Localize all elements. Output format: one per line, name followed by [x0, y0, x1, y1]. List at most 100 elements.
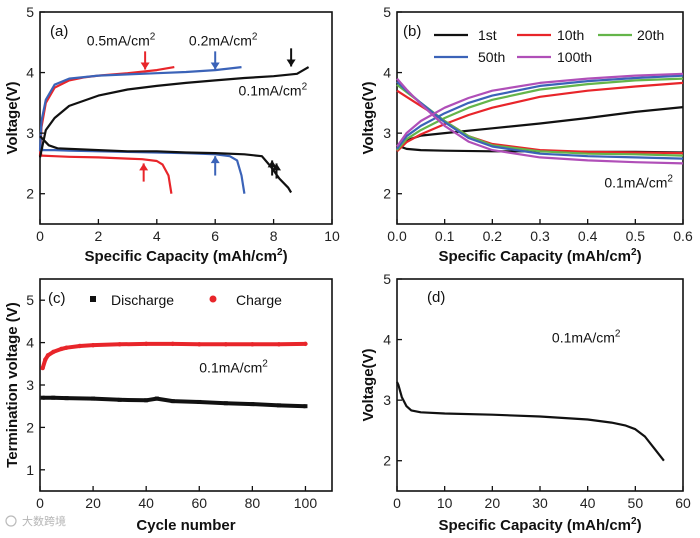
arrow-head-icon: [139, 163, 149, 171]
x-tick-label: 4: [153, 228, 161, 244]
x-tick-label: 60: [191, 495, 207, 511]
x-tick-label: 20: [85, 495, 101, 511]
y-tick-label: 5: [383, 4, 391, 20]
y-axis-label-b: Voltage(V): [360, 81, 377, 154]
y-tick-label: 4: [26, 335, 34, 351]
ticks-c: 0 20 40 60 80 100 1 2 3 4 5: [26, 292, 317, 511]
marks-d: [396, 381, 665, 462]
series-line-0-2ma-cm2-discharge: [39, 144, 246, 194]
arrow-head-icon: [210, 62, 220, 70]
annotations-c: 0.1mA/cm2: [199, 358, 268, 375]
panel-label-a: (a): [50, 23, 68, 40]
x-tick-label: 100: [294, 495, 318, 511]
series-line-discharge: [396, 381, 665, 462]
y-tick-label: 4: [383, 65, 391, 81]
x-tick-label: 0.3: [530, 228, 550, 244]
x-tick-label: 0.0: [387, 228, 407, 244]
x-axis-label-d: Specific Capacity (mAh/cm2): [438, 516, 641, 534]
x-tick-label: 60: [675, 495, 691, 511]
plot-frame-c: [39, 278, 333, 492]
legend-label-100th: 100th: [557, 49, 592, 65]
panel-a: (a) 0 2 4 6 8 10 2 3 4 5 0.5mA/cm2 0.2mA/cm2 0.1mA/…: [4, 4, 340, 265]
legend-label-1st: 1st: [478, 27, 497, 43]
annotation-current-density: 0.2mA/cm2: [189, 31, 258, 48]
annotation-current-density: 0.5mA/cm2: [87, 31, 156, 48]
ticks-b: 0.0 0.1 0.2 0.3 0.4 0.5 0.6 2 3 4 5: [383, 4, 693, 244]
ticks-a: 0 2 4 6 8 10 2 3 4 5: [26, 4, 340, 244]
series-line-0-2ma-cm2-charge: [38, 66, 242, 152]
watermark-text: 大数跨境: [22, 514, 66, 528]
x-axis-label-b: Specific Capacity (mAh/cm2): [438, 247, 641, 265]
point-discharge: [40, 395, 45, 400]
y-tick-label: 5: [383, 271, 391, 287]
y-tick-label: 1: [26, 462, 34, 478]
arrow-head-icon: [272, 163, 282, 171]
y-axis-label-d: Voltage(V): [360, 348, 377, 421]
y-tick-label: 3: [383, 125, 391, 141]
x-tick-label: 0.4: [578, 228, 598, 244]
y-tick-label: 3: [383, 392, 391, 408]
y-tick-label: 5: [26, 292, 34, 308]
arrow-head-icon: [210, 156, 220, 164]
annotation-current-density: 0.1mA/cm2: [239, 82, 308, 99]
x-tick-label: 0.5: [626, 228, 646, 244]
x-tick-label: 40: [580, 495, 596, 511]
legend-marker-charge: [209, 295, 217, 303]
series-band-discharge: [42, 395, 306, 409]
y-tick-label: 2: [383, 453, 391, 469]
panel-c: (c) 0 20 40 60 80 100 1 2 3 4 5 0.1mA/cm2 Discharg…: [4, 278, 333, 534]
plot-frame-d: [396, 278, 684, 492]
series-line-0-5ma-cm2-charge: [38, 66, 175, 157]
y-tick-label: 2: [26, 419, 34, 435]
x-tick-label: 0.2: [483, 228, 503, 244]
series-line-0-1ma-cm2-discharge: [39, 135, 293, 194]
marks-a: [38, 66, 310, 194]
annotations-a: 0.5mA/cm2 0.2mA/cm2 0.1mA/cm2: [87, 31, 308, 182]
x-tick-label: 0.1: [435, 228, 455, 244]
panel-label-c: (c): [48, 290, 66, 307]
annotations-d: 0.1mA/cm2: [552, 329, 621, 346]
y-tick-label: 4: [383, 332, 391, 348]
legend-label-50th: 50th: [478, 49, 505, 65]
y-tick-label: 5: [26, 4, 34, 20]
legend-label-20th: 20th: [637, 27, 664, 43]
series-line-0-5ma-cm2-discharge: [38, 148, 173, 194]
x-tick-label: 30: [532, 495, 548, 511]
x-tick-label: 10: [437, 495, 453, 511]
annotation-current-density: 0.1mA/cm2: [604, 174, 673, 191]
y-tick-label: 3: [26, 377, 34, 393]
series-band-charge: [40, 341, 306, 369]
x-tick-label: 0: [36, 495, 44, 511]
series-line-0-1ma-cm2-charge: [38, 66, 310, 158]
x-tick-label: 20: [485, 495, 501, 511]
plot-frame-a: [39, 11, 333, 225]
x-tick-label: 8: [270, 228, 278, 244]
series-line-50th-charge: [396, 74, 684, 150]
legend-b: 1st 10th 20th 50th 100th: [434, 27, 664, 65]
x-tick-label: 6: [211, 228, 219, 244]
arrow-head-icon: [140, 62, 150, 70]
arrow-head-icon: [267, 160, 277, 168]
y-tick-label: 2: [383, 186, 391, 202]
panel-d: (d) 0 10 20 30 40 50 60 2 3 4 5 0.1mA/cm2 Specific…: [360, 271, 691, 534]
y-axis-label-c: Termination voltage (V): [4, 302, 21, 468]
y-tick-label: 3: [26, 125, 34, 141]
x-tick-label: 2: [95, 228, 103, 244]
watermark: 大数跨境: [5, 514, 66, 528]
y-axis-label-a: Voltage(V): [4, 81, 21, 154]
y-tick-label: 2: [26, 186, 34, 202]
x-tick-label: 10: [324, 228, 340, 244]
watermark-logo-icon: [5, 515, 17, 527]
series-line-1st-charge: [396, 106, 684, 150]
arrow-head-icon: [286, 59, 296, 67]
x-tick-label: 40: [138, 495, 154, 511]
series-line-100th-charge: [396, 72, 684, 148]
annotation-current-density: 0.1mA/cm2: [552, 329, 621, 346]
panel-label-d: (d): [427, 289, 445, 306]
x-tick-label: 50: [628, 495, 644, 511]
x-tick-label: 0.6: [673, 228, 693, 244]
x-tick-label: 0: [393, 495, 401, 511]
series-line-20th-charge: [396, 77, 684, 151]
